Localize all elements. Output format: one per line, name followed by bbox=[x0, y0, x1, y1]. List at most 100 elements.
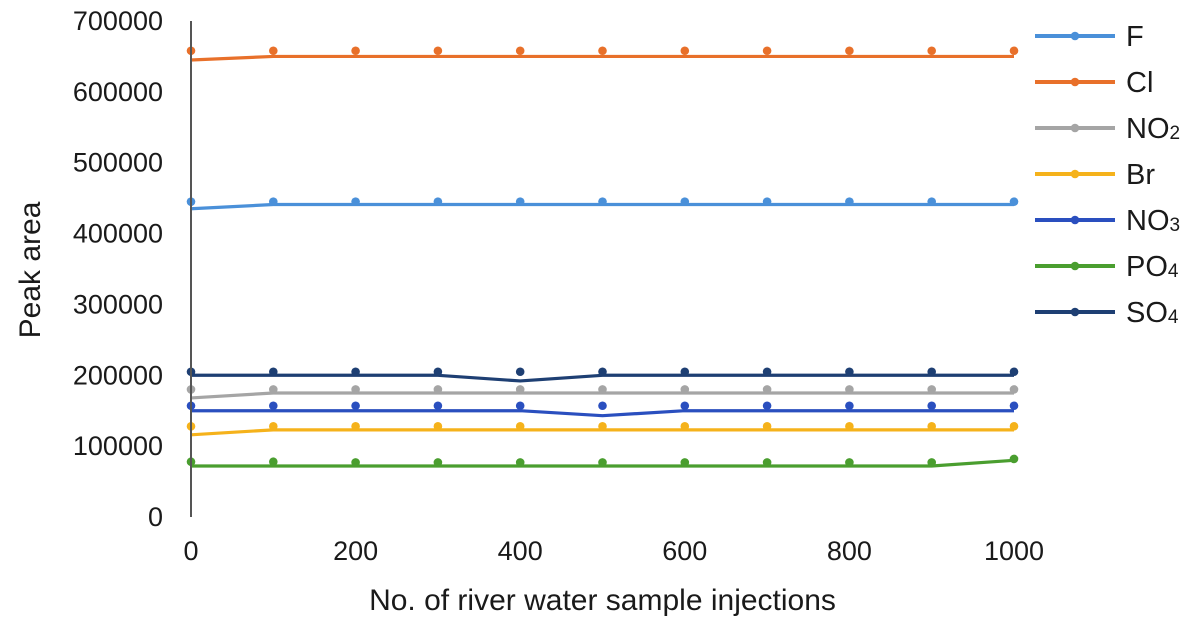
y-tick-label: 500000 bbox=[73, 148, 163, 178]
data-point-cl bbox=[1009, 46, 1019, 56]
data-point-po4 bbox=[515, 458, 525, 467]
legend-marker-so4 bbox=[1070, 307, 1080, 317]
series-line-so4 bbox=[191, 373, 1014, 383]
data-point-no3 bbox=[927, 401, 936, 411]
series-no3 bbox=[186, 401, 1019, 418]
x-tick-label: 0 bbox=[183, 536, 198, 566]
data-point-no2 bbox=[1009, 385, 1019, 394]
data-point-no3 bbox=[351, 401, 360, 411]
y-tick-label: 200000 bbox=[73, 360, 163, 390]
series-line-no3 bbox=[191, 409, 1014, 418]
legend-label-so4: SO4 bbox=[1126, 297, 1179, 329]
data-point-so4 bbox=[927, 367, 936, 377]
y-tick-label: 700000 bbox=[73, 6, 163, 36]
data-point-cl bbox=[433, 46, 443, 56]
legend-item-po4: PO4 bbox=[1035, 251, 1179, 283]
legend-marker-no2 bbox=[1070, 123, 1080, 133]
data-point-cl bbox=[845, 46, 854, 56]
y-tick-label: 300000 bbox=[73, 289, 163, 319]
data-point-so4 bbox=[598, 367, 607, 377]
data-point-f bbox=[1009, 197, 1019, 206]
y-tick-label: 0 bbox=[148, 502, 163, 532]
data-point-no3 bbox=[515, 401, 525, 411]
data-point-no2 bbox=[351, 385, 360, 394]
data-point-so4 bbox=[680, 367, 690, 377]
data-point-po4 bbox=[927, 458, 936, 467]
legend-label-po4: PO4 bbox=[1126, 251, 1179, 283]
x-tick-label: 400 bbox=[498, 536, 543, 566]
legend-label-no2: NO2 bbox=[1126, 113, 1180, 145]
y-tick-label: 400000 bbox=[73, 219, 163, 249]
series-so4 bbox=[186, 367, 1019, 383]
data-point-no2 bbox=[927, 385, 936, 394]
data-point-f bbox=[269, 197, 278, 206]
data-point-no2 bbox=[433, 385, 443, 394]
data-point-f bbox=[433, 197, 443, 206]
legend-item-cl: Cl bbox=[1035, 67, 1153, 99]
data-point-cl bbox=[351, 46, 360, 56]
y-axis-title: Peak area bbox=[14, 201, 47, 338]
data-point-po4 bbox=[433, 458, 443, 467]
series-f bbox=[186, 197, 1019, 211]
x-tick-label: 1000 bbox=[984, 536, 1044, 566]
data-point-po4 bbox=[269, 457, 278, 467]
data-point-br bbox=[927, 422, 936, 431]
data-point-f bbox=[351, 197, 360, 206]
data-point-so4 bbox=[845, 367, 854, 377]
data-point-po4 bbox=[845, 458, 854, 467]
legend-item-no2: NO2 bbox=[1035, 113, 1180, 145]
legend-item-f: F bbox=[1035, 21, 1144, 53]
legend-label-no3: NO3 bbox=[1126, 205, 1180, 237]
data-point-br bbox=[762, 422, 772, 431]
data-point-no2 bbox=[515, 385, 525, 394]
data-point-f bbox=[598, 197, 607, 206]
data-point-no3 bbox=[598, 401, 607, 411]
legend-marker-cl bbox=[1070, 77, 1080, 87]
legend-item-so4: SO4 bbox=[1035, 297, 1179, 329]
data-point-no2 bbox=[762, 385, 772, 394]
legend-marker-f bbox=[1070, 31, 1080, 41]
data-point-br bbox=[845, 422, 854, 431]
data-point-so4 bbox=[515, 367, 525, 377]
data-point-so4 bbox=[269, 367, 278, 377]
legend-item-no3: NO3 bbox=[1035, 205, 1180, 237]
data-point-no2 bbox=[845, 385, 854, 394]
x-tick-labels: 0 200 400 600 800 1000 bbox=[183, 536, 1044, 566]
data-point-so4 bbox=[351, 367, 360, 377]
y-tick-label: 100000 bbox=[73, 431, 163, 461]
y-tick-label: 600000 bbox=[73, 77, 163, 107]
data-point-cl bbox=[269, 46, 278, 56]
series-line-cl bbox=[190, 54, 1014, 62]
series-cl bbox=[186, 46, 1019, 62]
data-point-no2 bbox=[680, 385, 690, 394]
y-tick-labels: 0 100000 200000 300000 400000 500000 600000 700… bbox=[73, 6, 163, 532]
data-point-f bbox=[927, 197, 936, 206]
data-point-br bbox=[351, 422, 360, 431]
data-point-no3 bbox=[269, 401, 278, 411]
legend-label-cl: Cl bbox=[1126, 67, 1153, 99]
series-layer bbox=[186, 46, 1019, 468]
data-point-f bbox=[762, 197, 772, 206]
data-point-no3 bbox=[845, 401, 854, 411]
legend: F Cl NO2 Br NO3 PO4 SO4 bbox=[1035, 21, 1180, 329]
data-point-po4 bbox=[762, 458, 772, 467]
data-point-br bbox=[433, 422, 443, 431]
data-point-no3 bbox=[433, 401, 443, 411]
data-point-br bbox=[680, 422, 690, 431]
legend-marker-no3 bbox=[1070, 215, 1080, 225]
data-point-no3 bbox=[762, 401, 772, 411]
data-point-cl bbox=[515, 46, 525, 56]
data-point-so4 bbox=[1009, 367, 1019, 377]
data-point-br bbox=[598, 422, 607, 431]
legend-label-br: Br bbox=[1126, 159, 1155, 191]
x-tick-label: 200 bbox=[333, 536, 378, 566]
legend-item-br: Br bbox=[1035, 159, 1155, 191]
data-point-cl bbox=[927, 46, 936, 56]
data-point-so4 bbox=[762, 367, 772, 377]
data-point-f bbox=[845, 197, 854, 206]
data-point-br bbox=[1009, 422, 1019, 431]
series-po4 bbox=[186, 454, 1019, 468]
data-point-po4 bbox=[598, 458, 607, 467]
data-point-f bbox=[680, 197, 690, 206]
data-point-po4 bbox=[1009, 454, 1019, 464]
